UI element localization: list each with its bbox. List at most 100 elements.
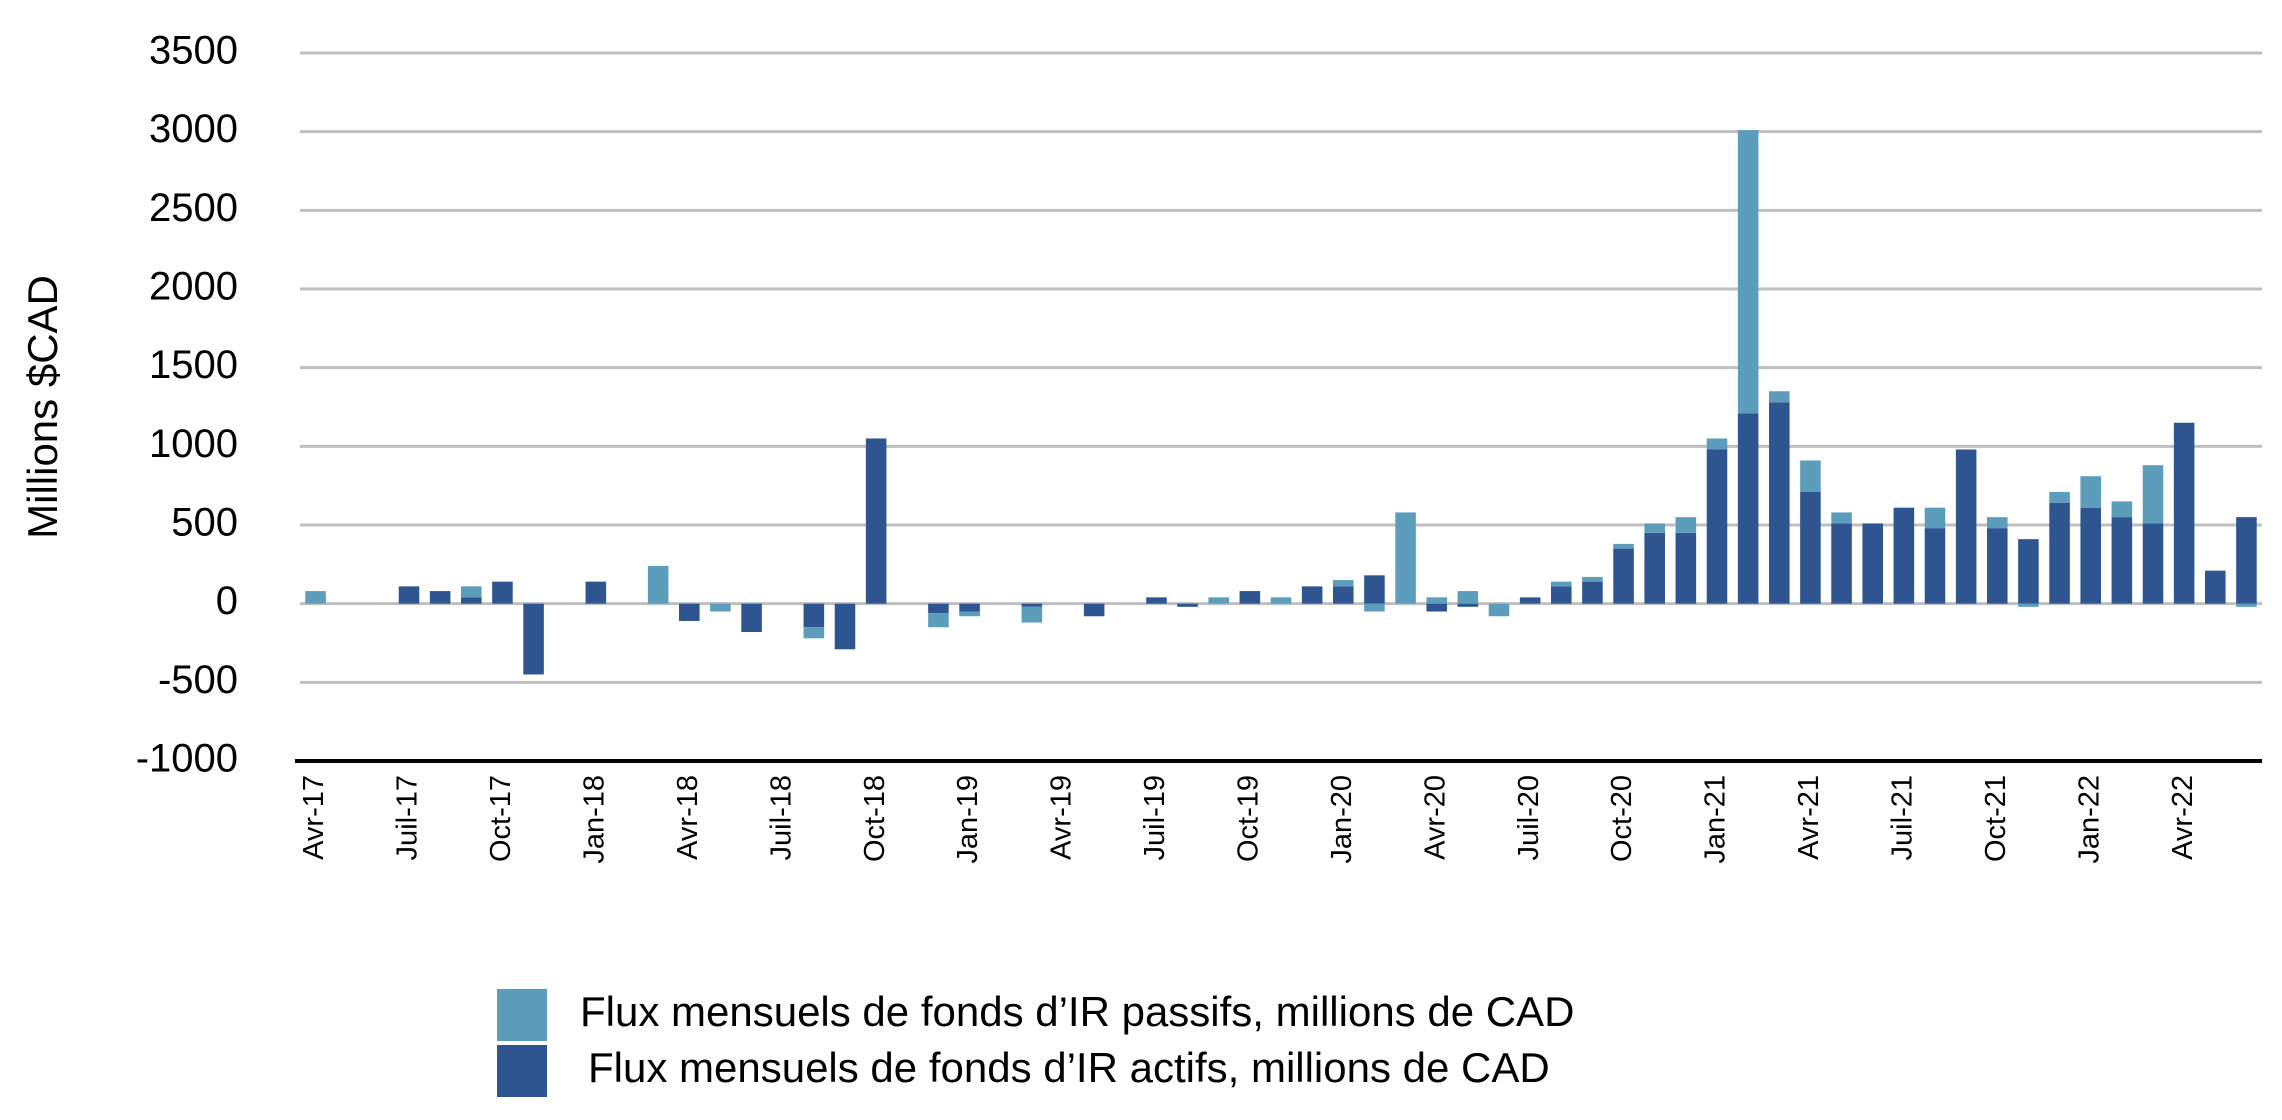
bar bbox=[1737, 130, 1759, 414]
bar bbox=[865, 438, 887, 604]
x-tick-label: Avr-22 bbox=[2167, 775, 2199, 860]
bar bbox=[2205, 570, 2226, 604]
bar bbox=[1613, 548, 1634, 604]
x-tick-label: Jan-20 bbox=[1326, 775, 1358, 864]
bar bbox=[928, 613, 949, 628]
bar bbox=[1924, 528, 1946, 604]
bar bbox=[1644, 532, 1665, 604]
y-tick-label: 0 bbox=[216, 579, 238, 623]
x-tick-label: Juil-17 bbox=[392, 775, 424, 860]
bar bbox=[1706, 449, 1728, 604]
bar bbox=[1987, 528, 2008, 604]
x-tick-label: Oct-20 bbox=[1606, 775, 1638, 862]
bar bbox=[305, 591, 326, 604]
bar bbox=[2049, 491, 2070, 503]
bar bbox=[1644, 523, 1665, 533]
bar bbox=[2236, 603, 2257, 607]
bar bbox=[1862, 523, 1883, 604]
bar bbox=[523, 603, 544, 675]
x-tick-label: Oct-18 bbox=[859, 775, 891, 862]
bar bbox=[1364, 575, 1385, 604]
bar bbox=[2080, 507, 2101, 604]
bar bbox=[1457, 591, 1479, 604]
x-tick-label: Oct-17 bbox=[485, 775, 517, 862]
bar bbox=[2111, 517, 2133, 604]
bar bbox=[1675, 532, 1697, 604]
x-tick-label: Avr-18 bbox=[672, 775, 704, 860]
x-tick-label: Avr-21 bbox=[1793, 775, 1825, 860]
bar bbox=[679, 603, 700, 621]
bar bbox=[1333, 580, 1354, 587]
bar bbox=[959, 603, 980, 612]
bar bbox=[492, 581, 513, 604]
x-tick-label: Juil-19 bbox=[1139, 775, 1171, 860]
bar bbox=[1146, 597, 1167, 604]
x-tick-label: Jan-21 bbox=[1700, 775, 1732, 864]
bar bbox=[1582, 581, 1603, 604]
bar bbox=[1893, 507, 1915, 604]
bar bbox=[647, 565, 669, 604]
bar bbox=[1488, 603, 1510, 617]
y-tick-label: 3000 bbox=[149, 107, 238, 151]
y-tick-label: 500 bbox=[171, 501, 238, 545]
x-tick-label: Jan-19 bbox=[952, 775, 984, 864]
bar bbox=[2236, 517, 2257, 604]
bar bbox=[2142, 523, 2164, 604]
bar bbox=[1208, 597, 1229, 604]
bar bbox=[1955, 449, 1977, 604]
bar bbox=[2142, 465, 2164, 524]
bar bbox=[1987, 517, 2008, 529]
bar bbox=[1582, 576, 1603, 582]
x-tick-label: Avr-17 bbox=[298, 775, 330, 860]
bar bbox=[1301, 586, 1323, 604]
bar bbox=[1737, 413, 1759, 604]
bar bbox=[2111, 501, 2133, 518]
y-tick-label: 2000 bbox=[149, 265, 238, 309]
bar bbox=[1769, 391, 1790, 403]
bar bbox=[1519, 597, 1541, 604]
bar bbox=[1675, 517, 1697, 533]
bar bbox=[1426, 597, 1447, 604]
x-tick-label: Oct-19 bbox=[1233, 775, 1265, 862]
bar bbox=[2080, 476, 2101, 508]
x-tick-label: Jan-22 bbox=[2073, 775, 2105, 864]
x-tick-label: Jan-18 bbox=[579, 775, 611, 864]
bar bbox=[461, 586, 482, 598]
bar bbox=[1021, 606, 1043, 623]
legend-swatch bbox=[497, 989, 547, 1041]
bar bbox=[959, 611, 980, 617]
legend-label: Flux mensuels de fonds d’IR actifs, mill… bbox=[588, 1044, 1550, 1091]
bar bbox=[1613, 543, 1634, 549]
y-axis-title: Millions $CAD bbox=[19, 275, 66, 539]
bar bbox=[1706, 438, 1728, 450]
y-tick-label: -500 bbox=[158, 658, 238, 702]
bar bbox=[1551, 586, 1572, 604]
bar bbox=[2018, 539, 2039, 604]
bar bbox=[1395, 512, 1416, 604]
bar bbox=[1551, 581, 1572, 587]
bar bbox=[1364, 603, 1385, 612]
bar bbox=[2173, 422, 2195, 604]
bar bbox=[710, 603, 731, 612]
bar bbox=[1426, 603, 1447, 612]
bar bbox=[1831, 523, 1852, 604]
bar bbox=[1333, 586, 1354, 604]
x-tick-label: Juil-20 bbox=[1513, 775, 1545, 860]
bar bbox=[834, 603, 856, 650]
x-tick-label: Juil-21 bbox=[1887, 775, 1919, 860]
bar bbox=[1177, 603, 1198, 607]
bar bbox=[1800, 491, 1821, 604]
bar bbox=[2049, 502, 2070, 604]
y-tick-label: 1500 bbox=[149, 343, 238, 387]
bar bbox=[1831, 512, 1852, 524]
legend-label: Flux mensuels de fonds d’IR passifs, mil… bbox=[580, 988, 1574, 1035]
bar bbox=[1924, 507, 1946, 529]
bar bbox=[1769, 402, 1790, 604]
bar bbox=[741, 603, 762, 632]
x-tick-label: Juil-18 bbox=[765, 775, 797, 860]
bar bbox=[803, 627, 825, 639]
bar bbox=[429, 591, 451, 604]
bar bbox=[2018, 603, 2039, 607]
legend-swatch bbox=[497, 1045, 547, 1097]
y-tick-label: 2500 bbox=[149, 186, 238, 230]
